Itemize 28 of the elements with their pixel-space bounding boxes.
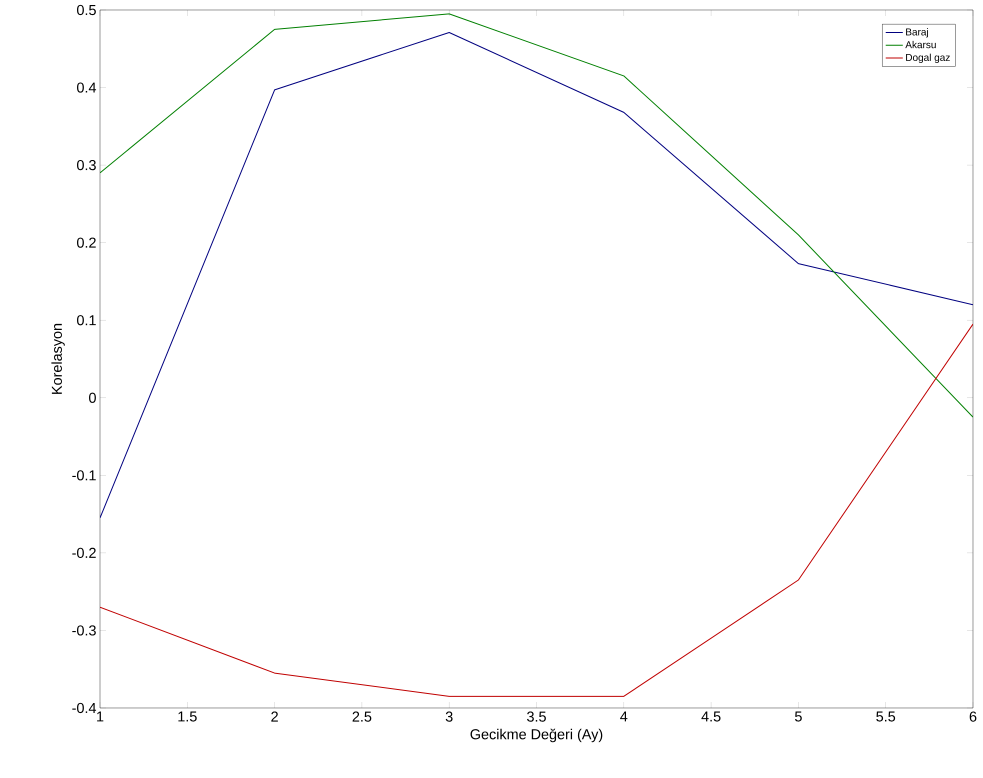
- legend-label: Akarsu: [905, 40, 936, 48]
- y-tick-label: 0.2: [77, 238, 96, 248]
- y-tick-label: -0.3: [72, 625, 96, 636]
- x-tick-label: 5: [794, 712, 802, 722]
- y-tick-label: -0.4: [72, 702, 96, 714]
- x-tick-label: 4.5: [701, 712, 721, 722]
- y-tick-label: 0.4: [77, 82, 96, 93]
- x-tick-label: 3.5: [527, 712, 546, 722]
- x-tick-label: 5.5: [876, 712, 896, 722]
- legend-label: Dogal gaz: [906, 54, 950, 63]
- x-tick-label: 1: [97, 712, 104, 722]
- x-tick-label: 2: [271, 712, 278, 722]
- y-tick-label: -0.2: [72, 548, 96, 558]
- line-series: [100, 13, 973, 418]
- x-tick-label: 6: [970, 712, 976, 722]
- x-tick-label: 4: [620, 712, 628, 722]
- y-tick-label: 0: [89, 392, 96, 403]
- x-tick-label: 2.5: [352, 712, 372, 722]
- y-tick-label: 0.1: [77, 315, 96, 326]
- y-tick-label: 0.3: [77, 160, 96, 170]
- x-tick-label: 3: [446, 712, 453, 722]
- x-tick-label: 1.5: [178, 712, 197, 722]
- line-series: [100, 324, 973, 697]
- y-tick-label: 0.5: [77, 4, 96, 16]
- y-tick-label: -0.1: [72, 470, 96, 480]
- legend-label: Baraj: [906, 28, 928, 38]
- x-axis-title: Gecikme Değeri (Ay): [470, 728, 602, 742]
- y-axis-title: Korelasyon: [51, 324, 65, 394]
